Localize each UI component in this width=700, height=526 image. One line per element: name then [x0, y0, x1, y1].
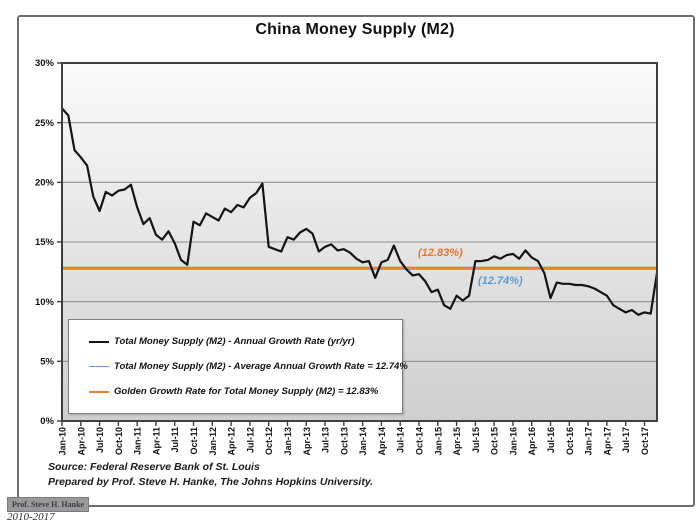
- x-axis-tick-label: Jul-13: [321, 427, 331, 453]
- x-axis-tick-label: Apr-14: [377, 427, 387, 456]
- x-axis-tick-label: Oct-15: [490, 427, 500, 455]
- x-axis-tick-label: Jul-11: [170, 427, 180, 453]
- x-axis-tick-label: Jan-17: [584, 427, 594, 456]
- x-axis-tick-label: Apr-15: [452, 427, 462, 456]
- y-axis-tick-label: 0%: [40, 416, 54, 427]
- x-axis-tick-label: Apr-17: [602, 427, 612, 456]
- x-axis-tick-label: Apr-11: [151, 427, 161, 455]
- legend-item-label: Golden Growth Rate for Total Money Suppl…: [114, 386, 379, 397]
- x-axis-tick-label: Apr-13: [302, 427, 312, 456]
- x-axis-tick-label: Oct-16: [565, 427, 575, 455]
- x-axis-tick-label: Jan-14: [358, 427, 368, 456]
- y-axis-tick-label: 5%: [40, 357, 54, 368]
- x-axis-tick-label: Jan-10: [58, 427, 68, 456]
- chart-title: China Money Supply (M2): [255, 21, 455, 38]
- x-axis-tick-label: Apr-16: [527, 427, 537, 456]
- x-axis-tick-label: Jul-17: [621, 427, 631, 453]
- x-axis-tick-label: Jan-15: [433, 427, 443, 456]
- legend-item-annual-growth: Total Money Supply (M2) - Annual Growth …: [69, 336, 402, 347]
- legend-item-label: Total Money Supply (M2) - Average Annual…: [114, 361, 408, 372]
- x-axis-tick-label: Oct-10: [114, 427, 124, 455]
- x-axis-tick-label: Jan-11: [133, 427, 143, 455]
- y-axis-tick-label: 10%: [35, 297, 55, 308]
- prepared-by-note: Prepared by Prof. Steve H. Hanke, The Jo…: [48, 476, 374, 488]
- legend-swatch-average-growth: [89, 366, 109, 367]
- x-axis-tick-label: Jul-16: [546, 427, 556, 453]
- series-line-m2-growth: [60, 107, 659, 316]
- legend-swatch-annual-growth: [89, 340, 109, 343]
- x-axis-tick-label: Oct-11: [189, 427, 199, 455]
- x-axis-tick-label: Jul-10: [95, 427, 105, 453]
- legend: Total Money Supply (M2) - Annual Growth …: [68, 319, 408, 414]
- legend-item-average-growth: Total Money Supply (M2) - Average Annual…: [69, 361, 408, 372]
- date-range-note: 2010-2017: [7, 511, 55, 523]
- x-axis-tick-label: Jul-12: [245, 427, 255, 453]
- x-axis-tick-label: Oct-14: [415, 427, 425, 455]
- x-axis-tick-label: Oct-12: [264, 427, 274, 455]
- y-axis-tick-label: 25%: [35, 118, 55, 129]
- x-axis-tick-label: Jan-13: [283, 427, 293, 456]
- plot-frame: [61, 62, 658, 422]
- source-note: Source: Federal Reserve Bank of St. Loui…: [48, 461, 260, 473]
- x-axis-tick-label: Apr-10: [76, 427, 86, 456]
- x-axis-tick-label: Oct-13: [339, 427, 349, 455]
- x-axis-tick-label: Apr-12: [227, 427, 237, 456]
- x-axis-tick-label: Jul-14: [396, 427, 406, 453]
- legend-item-golden-growth: Golden Growth Rate for Total Money Suppl…: [69, 386, 402, 397]
- y-axis-tick-label: 15%: [35, 237, 55, 248]
- legend-item-label: Total Money Supply (M2) - Annual Growth …: [114, 336, 355, 347]
- author-badge: Prof. Steve H. Hanke: [7, 497, 90, 512]
- y-axis-tick-label: 30%: [35, 58, 55, 69]
- x-axis-tick-label: Jan-12: [208, 427, 218, 456]
- x-axis-tick-label: Jan-16: [508, 427, 518, 456]
- annotation-golden-rate: (12.83%): [418, 247, 463, 259]
- x-axis-tick-label: Oct-17: [640, 427, 650, 455]
- annotation-average-rate: (12.74%): [478, 275, 523, 287]
- legend-swatch-golden-growth: [89, 390, 109, 393]
- x-axis-tick-label: Jul-15: [471, 427, 481, 453]
- y-axis-tick-label: 20%: [35, 178, 55, 189]
